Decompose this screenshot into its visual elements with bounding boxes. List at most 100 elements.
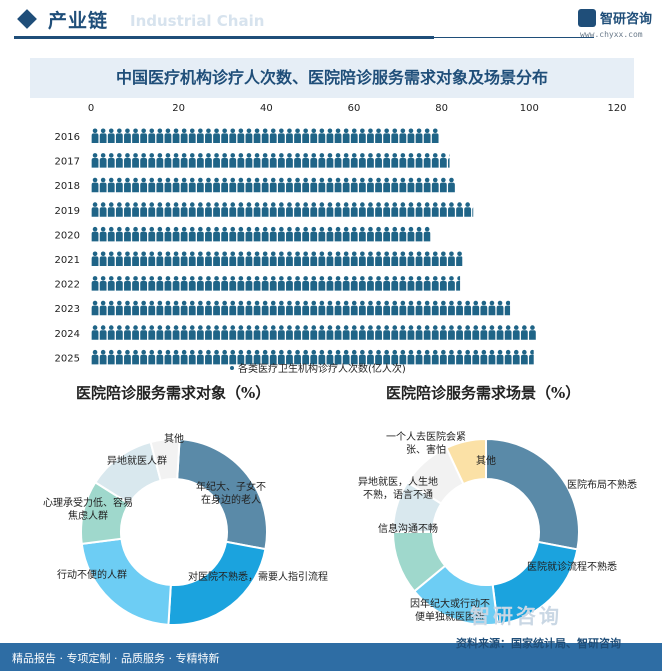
person-icon-head: [100, 251, 106, 257]
person-icon-body: [464, 207, 472, 217]
person-icon-head: [262, 153, 268, 158]
person-icon-body: [302, 256, 310, 266]
person-icon-body: [213, 158, 220, 168]
person-icon-head: [384, 349, 389, 355]
person-icon-body: [180, 330, 188, 340]
person-icon-body: [342, 133, 350, 143]
person-icon-head: [108, 177, 114, 183]
person-icon-body: [302, 281, 310, 291]
person-icon-head: [311, 202, 317, 207]
person-icon-head: [222, 251, 227, 257]
person-icon-head: [125, 128, 130, 134]
person-icon-head: [327, 202, 333, 207]
person-icon-body: [375, 305, 382, 316]
person-icon-head: [189, 177, 195, 183]
person-icon-body: [367, 281, 374, 291]
person-icon-head: [457, 349, 462, 355]
person-icon-head: [319, 325, 325, 330]
person-icon-body: [124, 182, 131, 193]
person-icon-body: [383, 281, 391, 291]
person-icon-head: [432, 128, 438, 134]
person-icon-body: [237, 133, 245, 143]
person-icon-body: [415, 158, 423, 168]
person-icon-body: [99, 231, 107, 242]
person-icon-body: [99, 158, 107, 168]
slice-label: 信息沟通不畅: [378, 522, 438, 535]
person-icon-body: [221, 354, 229, 365]
person-icon-head: [432, 251, 438, 257]
person-icon-head: [117, 300, 122, 306]
person-icon-body: [91, 207, 99, 217]
person-icon-head: [254, 251, 260, 257]
person-icon-head: [279, 349, 284, 355]
person-icon-head: [206, 349, 211, 355]
person-icon-body: [245, 158, 253, 168]
person-icon-body: [326, 256, 334, 266]
person-icon-head: [181, 251, 187, 257]
person-icon-body: [310, 330, 318, 340]
person-icon-body: [261, 256, 269, 266]
person-icon-body: [148, 330, 156, 340]
person-icon-head: [449, 154, 450, 157]
person-icon-body: [423, 158, 431, 168]
person-icon-head: [141, 300, 146, 306]
person-icon-head: [198, 276, 203, 281]
person-icon-body: [261, 182, 269, 193]
donut-slice: [445, 437, 487, 486]
person-icon-head: [92, 300, 98, 306]
person-icon-head: [360, 153, 365, 158]
person-icon-body: [164, 207, 172, 217]
person-icon-body: [399, 182, 407, 193]
person-icon-body: [432, 232, 439, 242]
person-icon-body: [269, 158, 277, 168]
person-icon-body: [391, 281, 399, 291]
person-icon-body: [229, 182, 237, 193]
person-icon-head: [351, 325, 357, 330]
person-icon-head: [384, 226, 389, 232]
person-icon-head: [343, 177, 349, 183]
person-icon-head: [173, 251, 179, 257]
person-icon-head: [400, 177, 406, 183]
person-icon-head: [424, 226, 430, 232]
person-icon-head: [141, 226, 146, 232]
person-icon-body: [342, 231, 350, 242]
person-icon-body: [229, 281, 237, 291]
person-icon-body: [253, 231, 261, 242]
person-icon-body: [358, 231, 366, 242]
person-icon-body: [180, 354, 188, 365]
person-icon-head: [279, 177, 284, 183]
person-icon-body: [188, 158, 196, 168]
person-icon-head: [157, 177, 163, 183]
person-icon-head: [92, 202, 98, 207]
person-icon-body: [318, 354, 326, 365]
person-icon-body: [399, 256, 407, 266]
person-icon-body: [164, 305, 172, 316]
person-icon-head: [376, 128, 381, 134]
person-icon-body: [124, 133, 131, 143]
person-icon-head: [230, 276, 236, 281]
person-icon-body: [310, 207, 318, 217]
person-icon-head: [117, 153, 122, 158]
person-icon-body: [132, 354, 139, 365]
person-icon-body: [286, 158, 293, 168]
person-icon-head: [449, 349, 454, 355]
person-icon-body: [286, 133, 293, 143]
person-icon-head: [343, 276, 349, 281]
person-icon-head: [538, 325, 543, 330]
person-icon-body: [229, 256, 237, 266]
person-icon-body: [302, 207, 310, 217]
person-icon-body: [367, 256, 374, 266]
y-tick-label: 2021: [55, 255, 80, 266]
person-icon-body: [196, 281, 204, 291]
person-icon-body: [124, 207, 131, 217]
person-icon-head: [441, 153, 446, 158]
person-icon-head: [319, 349, 325, 355]
person-icon-body: [310, 354, 318, 365]
person-icon-body: [188, 231, 196, 242]
person-icon-body: [334, 231, 342, 242]
person-icon-head: [400, 349, 406, 355]
person-icon-body: [213, 330, 220, 340]
bar-2024: [91, 325, 543, 340]
person-icon-body: [124, 354, 131, 365]
person-icon-head: [433, 227, 438, 232]
